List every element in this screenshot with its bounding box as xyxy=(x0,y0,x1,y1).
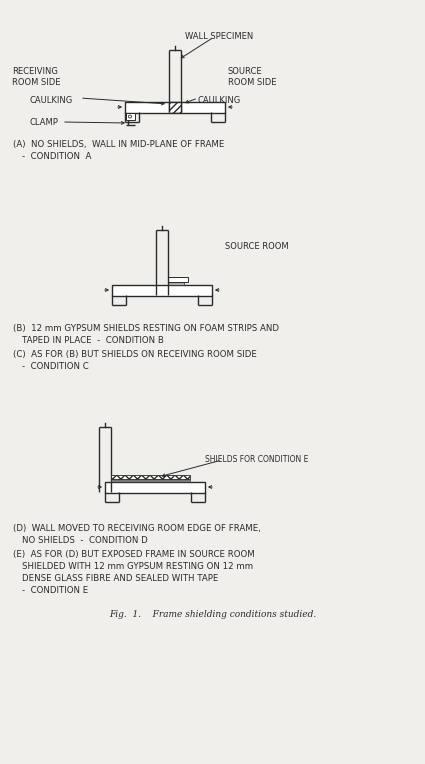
Text: SOURCE: SOURCE xyxy=(228,67,263,76)
Bar xyxy=(105,482,205,493)
Text: (B)  12 mm GYPSUM SHIELDS RESTING ON FOAM STRIPS AND: (B) 12 mm GYPSUM SHIELDS RESTING ON FOAM… xyxy=(13,324,279,333)
Bar xyxy=(111,479,190,482)
Bar xyxy=(169,102,182,113)
Bar xyxy=(112,285,212,296)
Text: SOURCE ROOM: SOURCE ROOM xyxy=(225,242,289,251)
Text: CAULKING: CAULKING xyxy=(198,96,241,105)
Text: CAULKING: CAULKING xyxy=(30,96,73,105)
Text: (C)  AS FOR (B) BUT SHIELDS ON RECEIVING ROOM SIDE: (C) AS FOR (B) BUT SHIELDS ON RECEIVING … xyxy=(13,350,257,359)
Text: ROOM SIDE: ROOM SIDE xyxy=(228,78,277,87)
Text: CLAMP: CLAMP xyxy=(30,118,59,127)
Bar xyxy=(168,282,184,285)
Bar xyxy=(126,113,135,120)
Text: TAPED IN PLACE  -  CONDITION B: TAPED IN PLACE - CONDITION B xyxy=(22,336,164,345)
Text: ROOM SIDE: ROOM SIDE xyxy=(12,78,60,87)
Text: SHIELDS FOR CONDITION E: SHIELDS FOR CONDITION E xyxy=(205,455,309,464)
Text: (D)  WALL MOVED TO RECEIVING ROOM EDGE OF FRAME,: (D) WALL MOVED TO RECEIVING ROOM EDGE OF… xyxy=(13,524,261,533)
Bar xyxy=(111,475,190,479)
Text: (E)  AS FOR (D) BUT EXPOSED FRAME IN SOURCE ROOM: (E) AS FOR (D) BUT EXPOSED FRAME IN SOUR… xyxy=(13,550,255,559)
Text: WALL SPECIMEN: WALL SPECIMEN xyxy=(185,32,253,41)
Text: -  CONDITION C: - CONDITION C xyxy=(22,362,89,371)
Text: SHIELDED WITH 12 mm GYPSUM RESTING ON 12 mm: SHIELDED WITH 12 mm GYPSUM RESTING ON 12… xyxy=(22,562,253,571)
Text: (A)  NO SHIELDS,  WALL IN MID-PLANE OF FRAME: (A) NO SHIELDS, WALL IN MID-PLANE OF FRA… xyxy=(13,140,224,149)
Text: RECEIVING: RECEIVING xyxy=(12,67,58,76)
Text: DENSE GLASS FIBRE AND SEALED WITH TAPE: DENSE GLASS FIBRE AND SEALED WITH TAPE xyxy=(22,574,218,583)
Text: Fig.  1.    Frame shielding conditions studied.: Fig. 1. Frame shielding conditions studi… xyxy=(109,610,316,619)
Bar xyxy=(125,102,225,113)
Text: NO SHIELDS  -  CONDITION D: NO SHIELDS - CONDITION D xyxy=(22,536,148,545)
Text: -  CONDITION E: - CONDITION E xyxy=(22,586,88,595)
Bar xyxy=(168,277,188,282)
Text: -  CONDITION  A: - CONDITION A xyxy=(22,152,91,161)
